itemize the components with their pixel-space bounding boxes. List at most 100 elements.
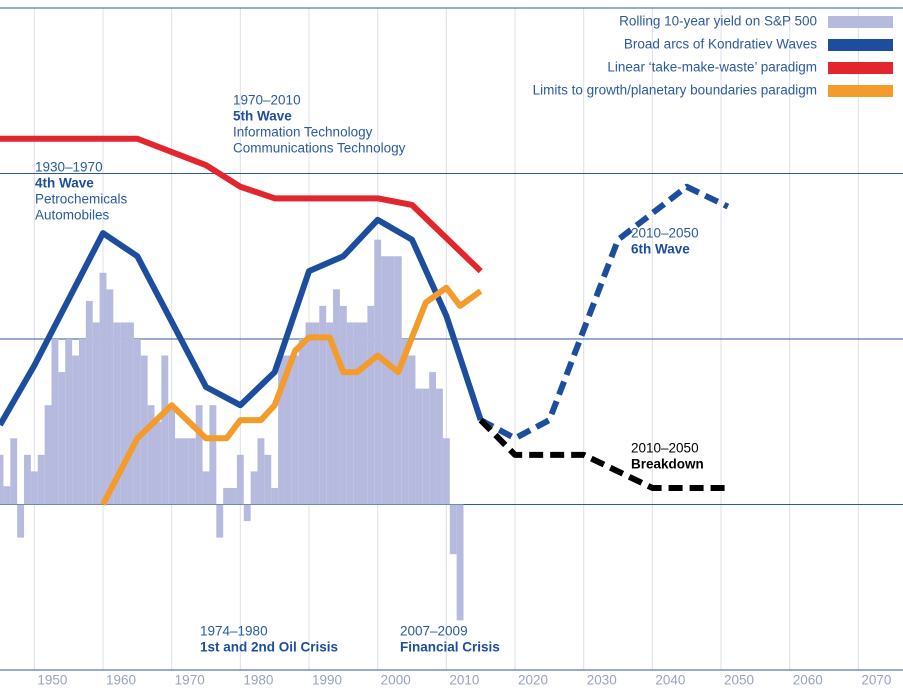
annotation-period: 1930–1970 [35,160,103,175]
bar [436,388,443,505]
bar [127,322,134,505]
legend-label: Limits to growth/planetary boundaries pa… [533,83,817,98]
line [0,135,483,274]
x-tick-label: 1980 [243,673,273,688]
bar [10,438,18,505]
bar [333,289,340,505]
bar [415,388,423,505]
bar [24,454,31,505]
x-tick-label: 2020 [518,673,548,688]
bar [175,438,182,505]
bar [209,405,217,505]
bar [278,355,285,505]
bar [394,256,402,505]
bar [264,454,272,505]
bar [326,322,334,505]
bar [387,256,395,505]
bar [408,355,416,505]
bar [58,372,66,505]
x-tick-label: 2070 [861,673,891,688]
bar [374,239,382,505]
bar [51,339,59,505]
bar [17,504,25,538]
x-tick-label: 2040 [655,673,685,688]
bar [305,322,313,505]
bar [44,405,52,505]
bar [0,454,4,505]
legend-swatch [828,39,893,51]
bar [202,471,210,505]
bar [250,471,258,505]
bar [168,405,176,505]
bar [65,339,73,505]
x-tick-label: 1990 [312,673,342,688]
line [100,284,483,506]
annotation-period: 2007–2009 [400,624,468,639]
legend-swatch [828,85,893,97]
bar [30,471,38,505]
annotation-line: Information Technology [233,125,373,140]
x-tick-label: 2010 [449,673,479,688]
annotation-title: 4th Wave [35,176,94,191]
bar [147,405,155,505]
x-tick-label: 1960 [106,673,136,688]
bar [456,504,464,621]
annotation-line: Communications Technology [233,141,406,156]
bar [154,421,162,505]
annotation-line: Automobiles [35,208,110,223]
annotation-title: Financial Crisis [400,640,500,655]
x-tick-label: 2000 [381,673,411,688]
bar [401,339,409,505]
bar [120,322,128,505]
bar [85,300,93,505]
legend-label: Rolling 10-year yield on S&P 500 [619,14,817,29]
bar [312,322,320,505]
bar [367,305,375,505]
bar [216,504,224,538]
bar [236,454,244,505]
x-tick-label: 2030 [587,673,617,688]
bar [106,289,114,505]
dashed-line [479,183,730,442]
bar [230,487,237,505]
legend-label: Broad arcs of Kondratiev Waves [624,37,817,52]
bar [72,355,79,505]
bar [449,504,457,555]
annotation-period: 1974–1980 [200,624,268,639]
bar [284,355,292,505]
dashed-line [478,417,728,491]
bar [298,339,306,505]
bar [188,438,196,505]
bar [360,322,368,505]
legend-swatch [828,62,893,74]
annotation-title: 6th Wave [631,242,690,257]
bar [161,355,169,505]
bar [181,438,189,505]
bar [257,438,265,505]
bar [92,322,100,505]
bar [319,305,327,505]
bar [195,405,203,505]
bar [271,487,279,505]
annotation-title: Breakdown [631,457,704,472]
bar [442,438,450,505]
legend-swatch [828,16,893,28]
bar [78,339,86,505]
annotation-line: Petrochemicals [35,192,128,207]
bar [113,322,121,505]
bar [37,454,45,505]
x-tick-label: 1970 [175,673,205,688]
x-tick-label: 2060 [793,673,823,688]
x-tick-label: 1950 [37,673,67,688]
annotation-period: 2010–2050 [631,226,699,241]
bar [99,272,107,505]
annotation-title: 1st and 2nd Oil Crisis [200,640,338,655]
bar [223,487,231,505]
annotation-title: 5th Wave [233,109,292,124]
bar [353,322,361,505]
bar [429,372,437,505]
bar [291,355,299,505]
legend-label: Linear ‘take-make-waste’ paradigm [607,60,817,75]
bar [422,388,430,505]
